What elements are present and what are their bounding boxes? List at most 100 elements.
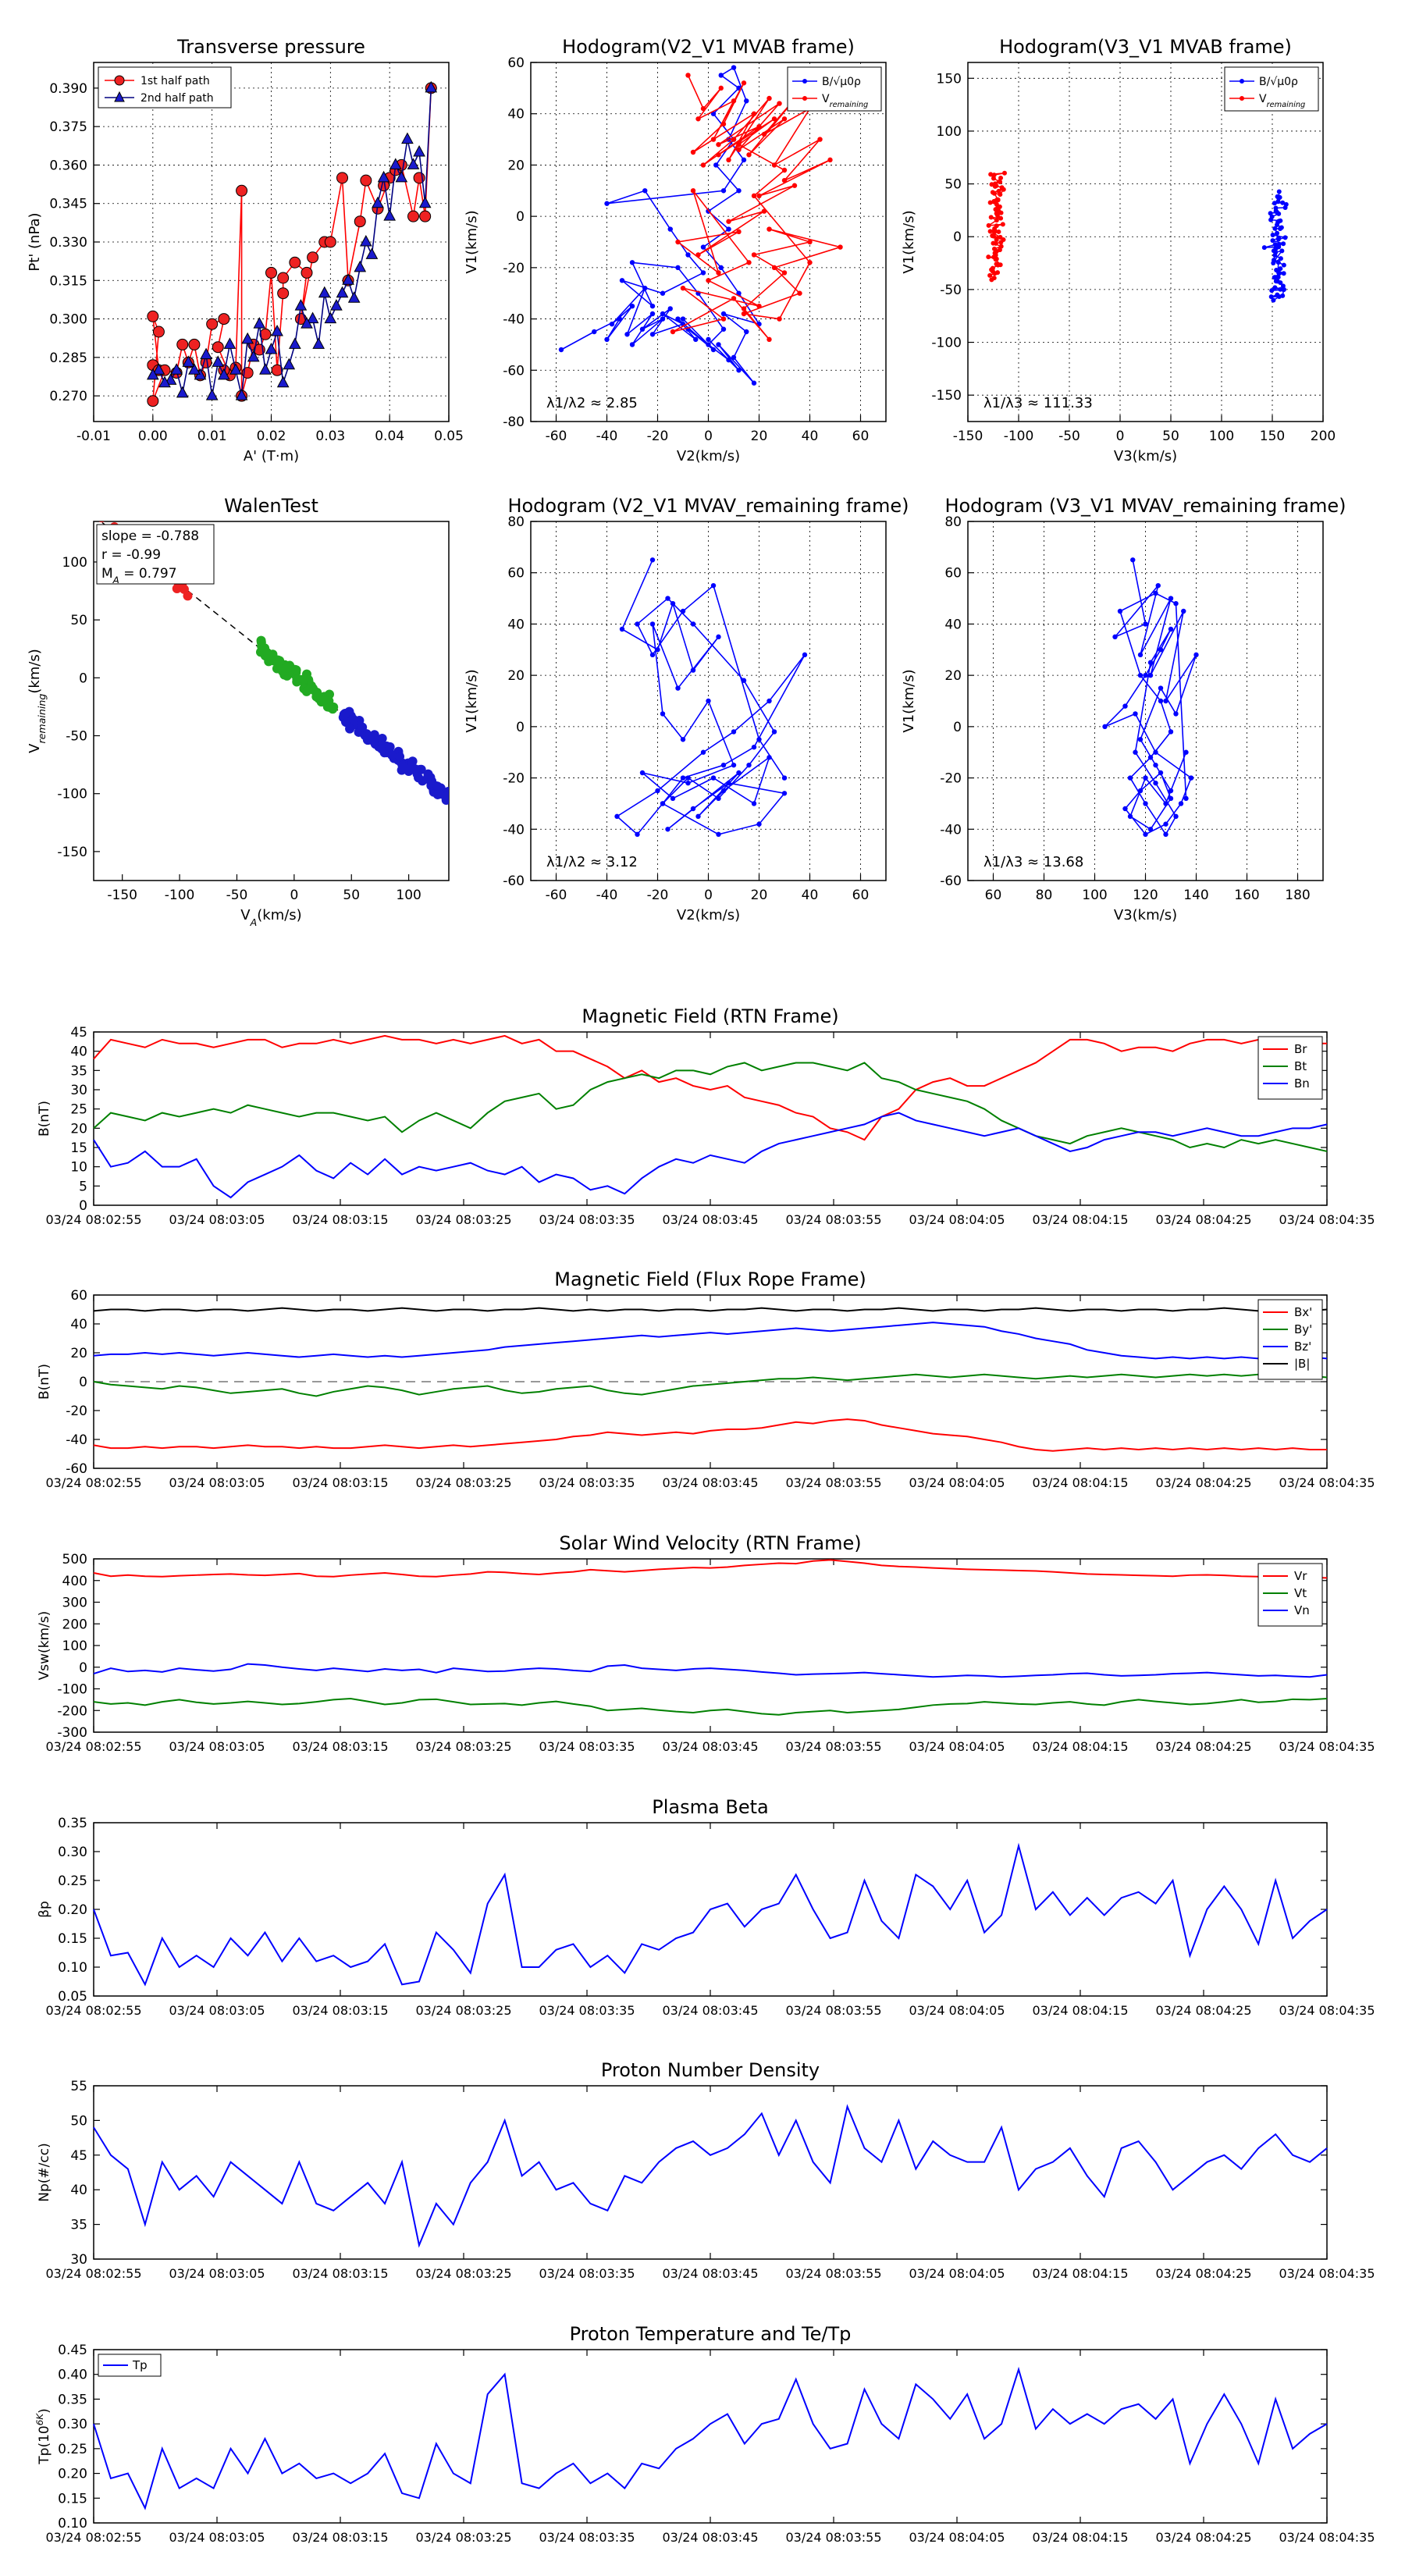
ts3-ylabel: Vsw(km/s) — [37, 1611, 52, 1681]
ts3-legend-box — [1257, 1563, 1323, 1627]
h2-marker — [991, 233, 996, 239]
tp-marker — [217, 368, 230, 380]
walen-xtick-label: -150 — [107, 888, 137, 903]
ts2-xtick-label: 03/24 08:03:25 — [415, 1475, 511, 1490]
h1-xtick-label: 40 — [802, 429, 819, 444]
ts3-legend-label: Vr — [1294, 1569, 1307, 1583]
h2-legend-label: B/√μ0ρ — [1259, 76, 1298, 88]
walen-ytick-label: 0 — [79, 671, 87, 686]
tp-marker — [289, 256, 301, 269]
walen-ytick-label: -150 — [57, 845, 87, 860]
h3-marker — [726, 780, 731, 786]
h1-marker — [781, 116, 788, 122]
h4-marker — [1158, 647, 1164, 653]
h3-ytick-label: 60 — [507, 566, 525, 582]
h1-ytick-label: 20 — [507, 158, 525, 173]
h1-marker — [791, 183, 798, 188]
h2-marker — [1272, 275, 1277, 280]
h1-marker — [731, 354, 737, 361]
h1-marker — [751, 193, 757, 199]
ts1-xtick-label: 03/24 08:04:15 — [1032, 1212, 1128, 1227]
tp-marker — [206, 318, 219, 330]
tp-plot-area — [146, 80, 438, 407]
h3-marker — [710, 775, 717, 781]
ts1-ytick-label: 45 — [70, 1025, 87, 1041]
h1-marker — [675, 239, 681, 245]
h4-xtick-label: 100 — [1082, 888, 1107, 903]
h3-marker — [706, 698, 711, 704]
h3-marker — [649, 557, 656, 563]
h2-marker — [1279, 225, 1284, 230]
h1-marker — [807, 260, 813, 265]
h2-xtick-label: 200 — [1311, 429, 1336, 444]
ts1-xtick-label: 03/24 08:04:25 — [1155, 1212, 1251, 1227]
ts5-xtick-label: 03/24 08:04:35 — [1279, 2266, 1375, 2281]
tp-xtick-label: 0.01 — [197, 429, 227, 444]
ts1-xtick-label: 03/24 08:03:35 — [539, 1212, 635, 1227]
tp-ytick-label: 0.390 — [49, 81, 87, 97]
h4-marker — [1178, 801, 1184, 806]
ts6-xtick-label: 03/24 08:04:35 — [1279, 2530, 1375, 2545]
tp-legend-marker — [114, 91, 125, 102]
ts5-ytick-label: 40 — [70, 2183, 87, 2198]
walen-point — [397, 761, 407, 771]
ts2-series-Bz' — [93, 1322, 1328, 1360]
h1-marker — [649, 311, 656, 317]
h4-marker — [1143, 801, 1148, 806]
h3-marker — [731, 729, 737, 735]
h4-marker — [1168, 788, 1174, 794]
h1-legend-marker — [802, 79, 807, 84]
tp-marker — [360, 174, 372, 187]
ts1-ylabel: B(nT) — [37, 1101, 52, 1137]
h3-title: Hodogram (V2_V1 MVAV_remaining frame) — [507, 495, 909, 517]
ts3-xtick-label: 03/24 08:03:35 — [539, 1739, 635, 1754]
ts4-series-beta — [93, 1842, 1328, 1987]
ts4-xtick-label: 03/24 08:03:35 — [539, 2003, 635, 2018]
tp-marker — [401, 132, 414, 144]
h1-marker — [700, 244, 706, 250]
ts4-xtick-label: 03/24 08:04:35 — [1279, 2003, 1375, 2018]
h1-marker — [731, 296, 737, 301]
tp-marker — [377, 170, 390, 183]
tp-marker — [312, 337, 325, 349]
h4-marker — [1147, 672, 1154, 678]
walen-point — [340, 709, 350, 719]
h4-marker — [1147, 755, 1154, 760]
ts4-ytick-label: 0.25 — [58, 1873, 87, 1889]
h2-marker — [1275, 279, 1280, 284]
h2-marker — [998, 175, 1004, 180]
h3-xtick-label: 20 — [751, 888, 768, 903]
h2-marker — [1272, 201, 1277, 206]
h1-marker — [736, 368, 742, 373]
h3-marker — [639, 770, 646, 776]
tp-marker — [176, 386, 189, 398]
h4-marker — [1143, 672, 1148, 678]
h2-xtick-label: -150 — [953, 429, 984, 444]
h1-marker — [731, 137, 737, 142]
h2-marker — [988, 215, 994, 220]
ts1-xtick-label: 03/24 08:02:55 — [45, 1212, 141, 1227]
h3-marker — [680, 608, 686, 614]
h1-marker — [649, 332, 656, 337]
ts3-series-Vn — [93, 1663, 1328, 1678]
ts4-ylabel: βp — [37, 1901, 52, 1918]
h3-plot-area — [614, 557, 808, 838]
walen-point — [320, 695, 330, 705]
ts2-ytick-label: -20 — [66, 1404, 87, 1419]
h1-marker — [690, 149, 696, 155]
h2-marker — [994, 201, 999, 207]
ts2-ytick-label: -40 — [66, 1432, 87, 1448]
h3-marker — [767, 755, 772, 760]
tp-marker — [301, 317, 313, 329]
h2-marker — [1273, 205, 1279, 211]
h1-marker — [660, 290, 666, 296]
h1-marker — [617, 316, 622, 322]
ts3-ytick-label: 0 — [79, 1660, 87, 1676]
h4-marker — [1153, 762, 1158, 768]
ts5-xtick-label: 03/24 08:02:55 — [45, 2266, 141, 2281]
tp-marker — [229, 363, 242, 375]
h2-marker — [987, 272, 993, 278]
tp-ytick-label: 0.330 — [49, 235, 87, 251]
h1-marker — [710, 347, 717, 353]
h1-marker — [731, 65, 737, 70]
